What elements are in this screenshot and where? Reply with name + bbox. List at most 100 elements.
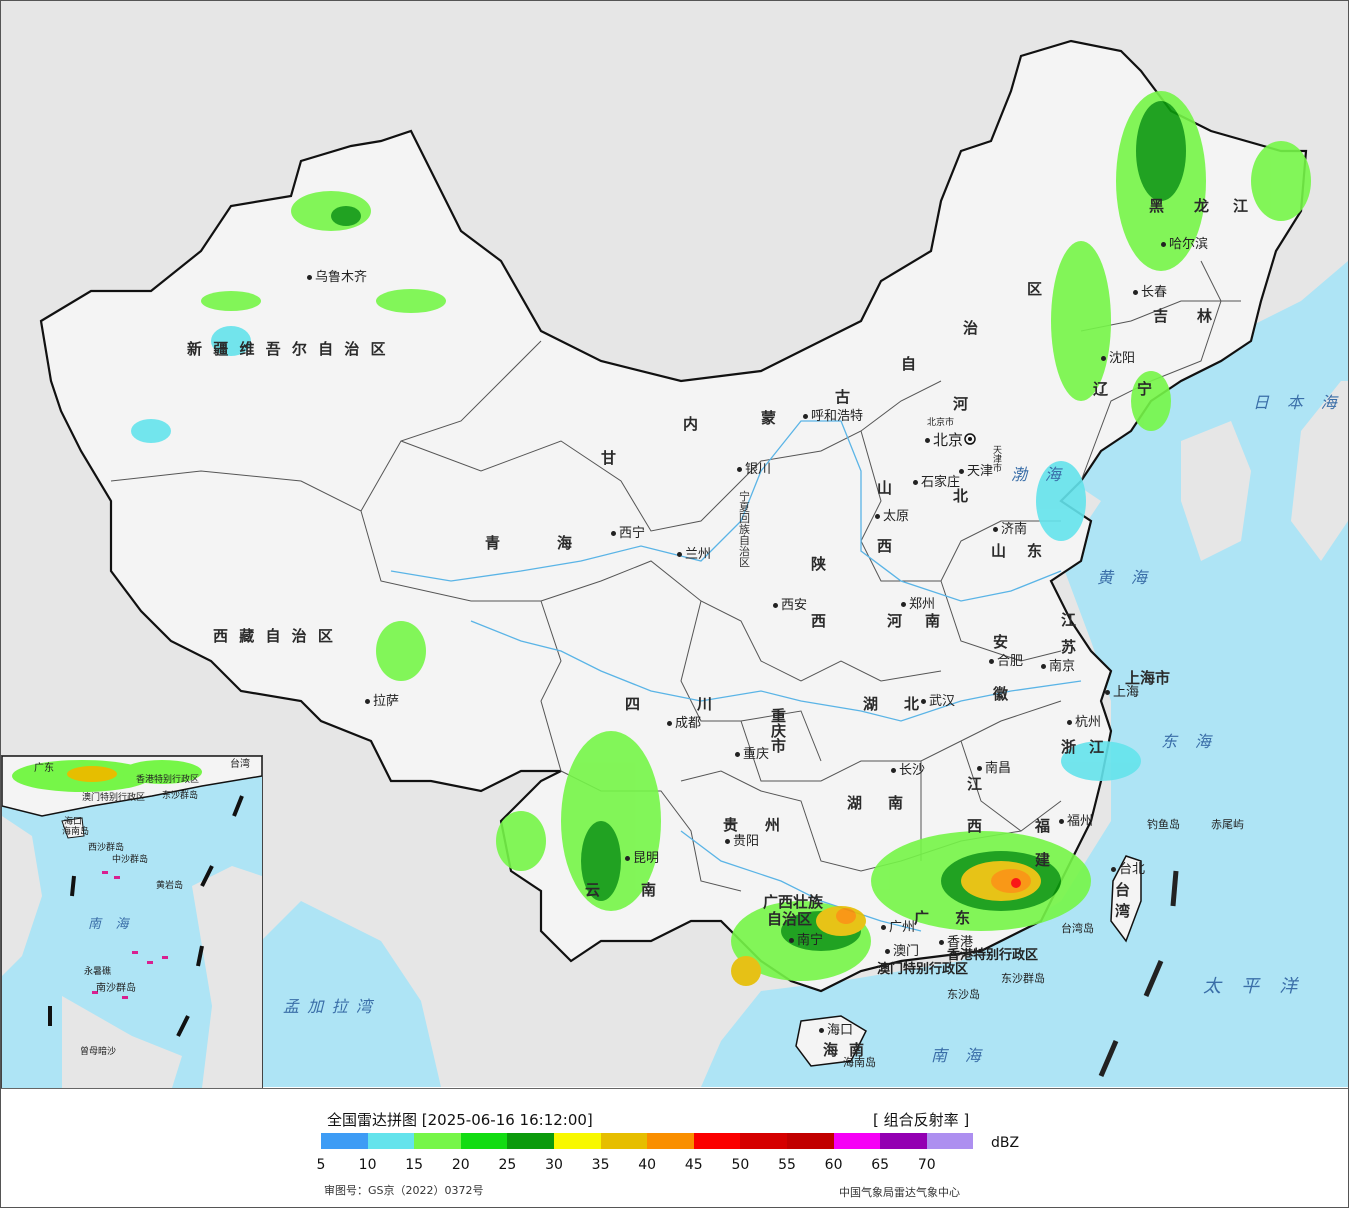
province-nmg-2: 蒙	[761, 409, 780, 427]
province-guizhou-2: 州	[765, 816, 784, 834]
inset-label-guangdong: 广东	[34, 763, 54, 774]
label-chiwei: 赤尾屿	[1211, 818, 1244, 831]
city-hohhot: 呼和浩特	[803, 410, 863, 423]
radar-echoes	[131, 91, 1311, 986]
legend-tick-1: 10	[358, 1157, 377, 1173]
province-liaoning-1: 辽	[1093, 380, 1112, 398]
city-yinchuan: 银川	[737, 463, 771, 476]
beijing-marker-dot	[968, 437, 972, 441]
sea-bohai: 渤 海	[1011, 465, 1068, 484]
approval-number: 审图号：GS京（2022）0372号	[324, 1184, 484, 1197]
province-shanghai: 上海市	[1125, 669, 1171, 687]
province-xizang: 西 藏 自 治 区	[213, 627, 336, 645]
city-hangzhou: 杭州	[1067, 716, 1101, 729]
legend-swatch-9	[740, 1133, 787, 1149]
legend-ticks: 5 10 15 20 25 30 35 40 45 50 55 60 65 70	[317, 1157, 1021, 1173]
legend-swatch-1	[367, 1133, 415, 1149]
province-gansu: 甘	[601, 449, 620, 467]
map-area[interactable]: 新 疆 维 吾 尔 自 治 区 西 藏 自 治 区 青 海 甘 内 蒙 古 自 …	[1, 1, 1348, 1089]
province-anhui-2: 徽	[993, 685, 1012, 703]
legend-tick-8: 45	[684, 1157, 703, 1173]
city-taipei: 台北	[1111, 863, 1145, 876]
inset-label-xisha: 西沙群岛	[88, 843, 125, 853]
province-shanxi-1: 山	[877, 479, 896, 497]
province-guangdong-2: 东	[955, 909, 974, 927]
province-anhui-1: 安	[993, 633, 1012, 651]
city-chengdu: 成都	[667, 717, 701, 730]
province-zhejiang-1: 浙	[1061, 738, 1080, 756]
province-fujian-2: 建	[1035, 851, 1054, 869]
province-zhejiang-2: 江	[1089, 738, 1108, 756]
city-xining: 西宁	[611, 527, 645, 540]
city-hefei: 合肥	[989, 655, 1023, 668]
inset-label-hainan-island: 海南岛	[62, 827, 90, 837]
province-shandong-2: 东	[1027, 542, 1046, 560]
legend-tick-12: 65	[871, 1157, 890, 1173]
city-shenyang: 沈阳	[1101, 352, 1135, 365]
province-hebei-1: 河	[953, 395, 972, 413]
inset-label-dongsha: 东沙群岛	[162, 791, 199, 801]
inset-philippines	[192, 866, 262, 1088]
province-taiwan-1: 台	[1115, 881, 1134, 899]
inset-label-nansha: 南沙群岛	[96, 983, 136, 994]
city-harbin: 哈尔滨	[1161, 238, 1208, 251]
legend-swatch-2	[414, 1133, 461, 1149]
province-jiangxi-2: 西	[967, 817, 986, 835]
province-henan-2: 南	[925, 612, 944, 630]
legend-swatch-0	[321, 1133, 368, 1149]
city-macau: 澳门	[885, 945, 919, 958]
province-sichuan-1: 四	[625, 695, 644, 713]
label-dongsha-island: 东沙岛	[947, 988, 980, 1001]
province-nmg-6: 区	[1027, 280, 1046, 298]
legend-swatch-3	[460, 1133, 508, 1149]
inset-islands	[92, 871, 168, 999]
province-hainan-2: 南	[849, 1041, 868, 1059]
legend-tick-11: 60	[824, 1157, 843, 1173]
province-taiwan-2: 湾	[1115, 902, 1134, 920]
legend-tick-0: 5	[316, 1157, 326, 1173]
city-zhengzhou: 郑州	[901, 598, 935, 611]
province-hainan-1: 海	[823, 1041, 842, 1059]
city-beijing-municipality: 北京市	[927, 418, 955, 428]
province-hunan-2: 南	[888, 794, 907, 812]
legend-panel: 全国雷达拼图 [2025-06-16 16:12:00] [ 组合反射率 ] d…	[1, 1088, 1348, 1207]
province-guizhou-1: 贵	[723, 816, 742, 834]
maritime-boundaries	[1098, 870, 1179, 1077]
province-shanxi-2: 西	[877, 537, 896, 555]
province-sichuan-2: 川	[697, 695, 716, 713]
city-nanning: 南宁	[789, 934, 823, 947]
label-hk-sar: 香港特别行政区	[947, 948, 1039, 963]
label-diaoyu: 钓鱼岛	[1147, 818, 1180, 831]
province-shaanxi-1: 陕	[811, 555, 830, 573]
province-jilin-2: 林	[1197, 307, 1216, 325]
legend-tick-10: 55	[778, 1157, 796, 1173]
legend-swatch-10	[786, 1133, 834, 1149]
province-qinghai-2: 海	[557, 534, 576, 552]
province-jiangxi-1: 江	[967, 775, 986, 793]
south-china-sea-inset: 广东 台湾 海口 海南岛 西沙群岛 东沙群岛 中沙群岛 黄岩岛 南 海 永暑礁 …	[1, 755, 263, 1089]
city-taiyuan: 太原	[875, 510, 909, 523]
label-macau-sar: 澳门特别行政区	[877, 962, 969, 977]
province-xinjiang: 新 疆 维 吾 尔 自 治 区	[187, 340, 389, 358]
city-chongqing: 重庆	[735, 748, 769, 761]
province-shandong-1: 山	[991, 542, 1010, 560]
inset-svg	[2, 756, 262, 1088]
city-nanjing: 南京	[1041, 660, 1075, 673]
inset-label-macau: 澳门特别行政区	[82, 793, 146, 803]
city-changsha: 长沙	[891, 764, 925, 777]
legend-tick-6: 35	[591, 1157, 610, 1173]
legend-tick-9: 50	[731, 1157, 750, 1173]
inset-label-taiwan: 台湾	[230, 759, 250, 770]
city-tianjin: 天津	[959, 465, 993, 478]
province-hubei-1: 湖	[863, 695, 882, 713]
province-jiangsu-2: 苏	[1061, 638, 1080, 656]
legend-tick-4: 25	[498, 1157, 517, 1173]
japan-hint	[1291, 381, 1348, 561]
taiwan-island	[1110, 855, 1142, 943]
sea-east: 东 海	[1161, 732, 1218, 751]
city-lanzhou: 兰州	[677, 548, 711, 561]
legend-tick-2: 15	[405, 1157, 424, 1173]
city-lhasa: 拉萨	[365, 695, 399, 708]
province-yunnan-2: 南	[641, 881, 660, 899]
